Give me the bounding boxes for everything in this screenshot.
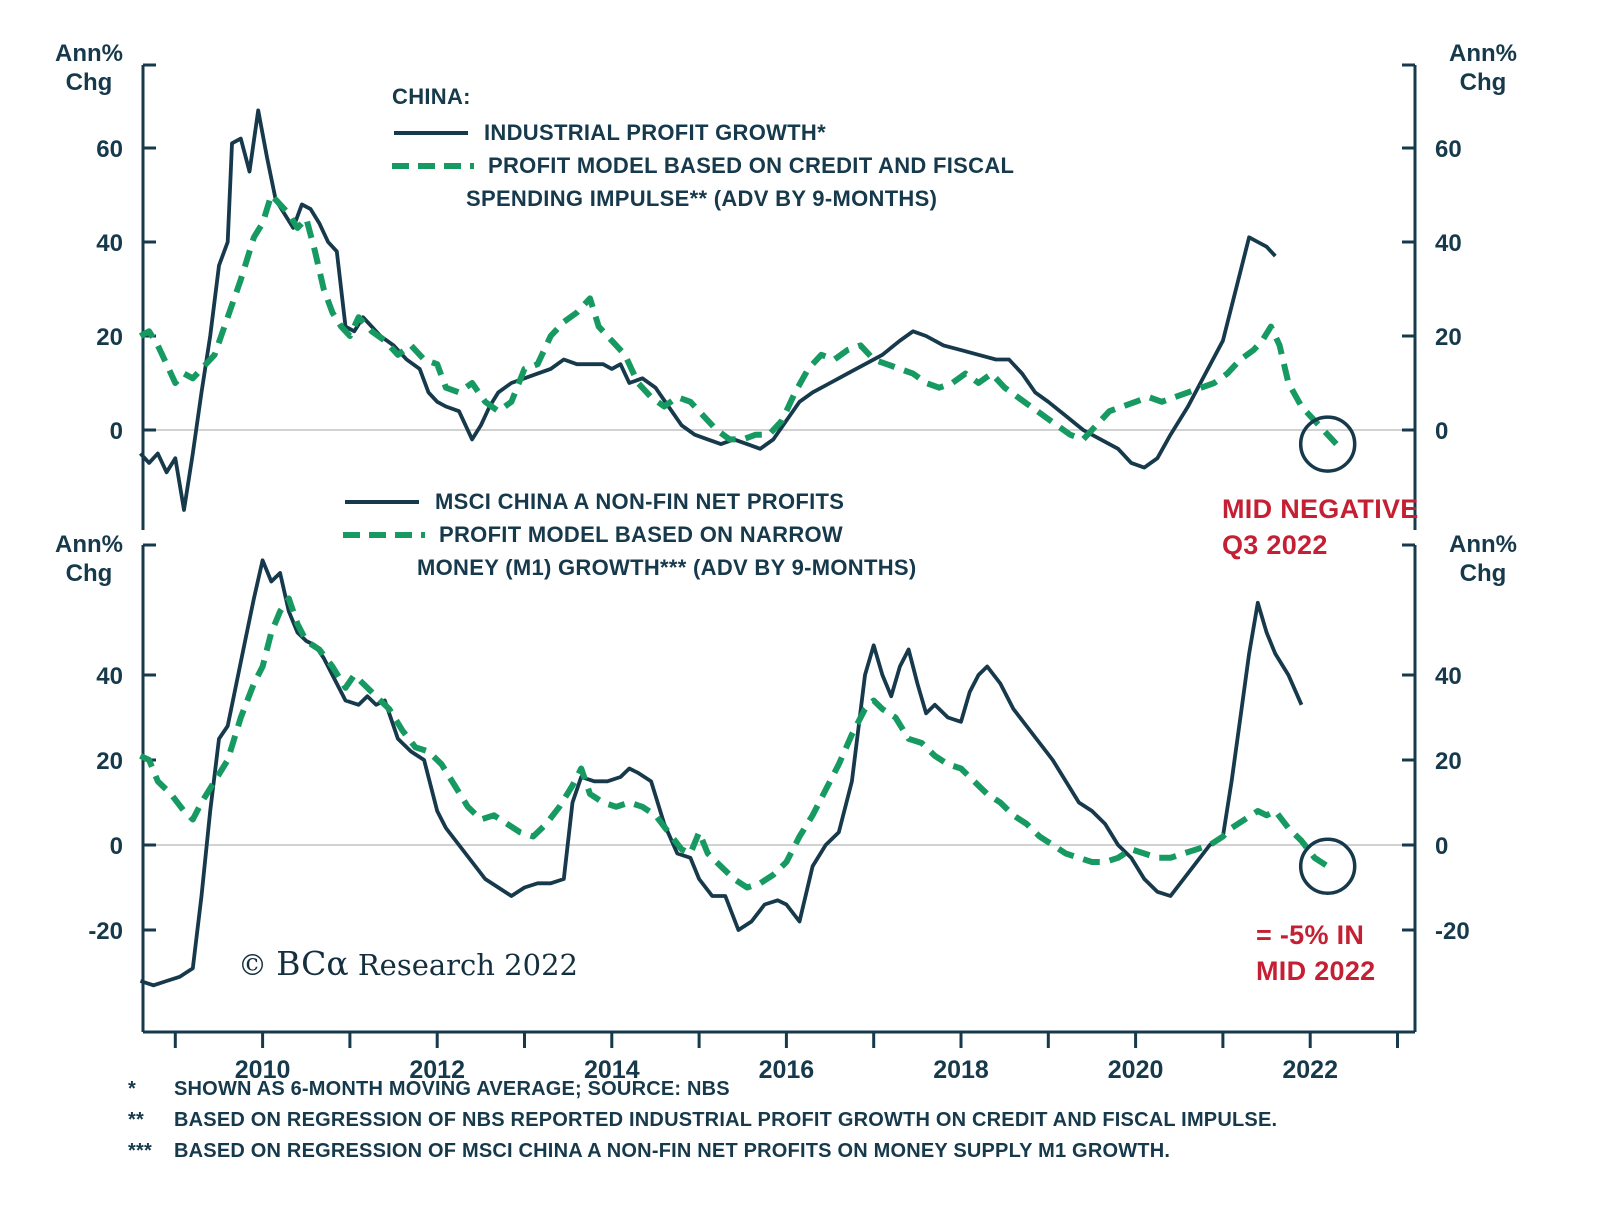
dashed-line-sample-icon: [392, 163, 474, 169]
legend-label: PROFIT MODEL BASED ON CREDIT AND FISCAL …: [466, 149, 1015, 215]
year-label: 2016: [759, 1056, 815, 1084]
solid-line-sample-icon: [345, 500, 419, 504]
bca-logo: BCα: [276, 944, 349, 983]
footnote-1: * SHOWN AS 6-MONTH MOVING AVERAGE; SOURC…: [128, 1078, 1277, 1101]
industrial-profit-growth-line: [139, 108, 1277, 512]
copyright-notice: © BCα Research 2022: [238, 944, 578, 983]
axis-unit-line1: Ann%: [55, 531, 123, 558]
legend-heading: CHINA:: [392, 84, 471, 109]
year-label: 2018: [933, 1056, 989, 1084]
annotation-line2: Q3 2022: [1222, 529, 1328, 560]
solid-line-sample-icon: [394, 131, 468, 135]
footnote-marker: **: [128, 1109, 144, 1131]
year-label: 2014: [584, 1056, 640, 1084]
copyright-text: Research 2022: [357, 948, 578, 982]
y-tick-label: 40: [96, 663, 123, 690]
axis-unit-line1: Ann%: [1449, 531, 1517, 558]
endpoint-circle: [1298, 415, 1357, 473]
mid-left-axis-unit-label: Ann% Chg: [50, 531, 128, 589]
y-tick-label: 20: [1435, 748, 1462, 775]
y-tick-label: 20: [1435, 324, 1462, 351]
y-tick-label: 60: [1435, 136, 1462, 163]
legend-label-line1: PROFIT MODEL BASED ON CREDIT AND FISCAL: [488, 153, 1015, 178]
y-tick-label: 0: [110, 418, 123, 445]
annotation-line1: MID NEGATIVE: [1222, 494, 1419, 524]
legend-label: INDUSTRIAL PROFIT GROWTH*: [484, 120, 826, 145]
top-left-axis-unit-label: Ann% Chg: [50, 40, 128, 98]
footnote-text: BASED ON REGRESSION OF MSCI CHINA A NON-…: [174, 1140, 1171, 1162]
legend-item-m1-model: PROFIT MODEL BASED ON NARROW MONEY (M1) …: [343, 518, 917, 584]
year-label: 2010: [235, 1056, 291, 1084]
footnote-2: ** BASED ON REGRESSION OF NBS REPORTED I…: [128, 1109, 1277, 1132]
footnotes: * SHOWN AS 6-MONTH MOVING AVERAGE; SOURC…: [128, 1078, 1277, 1171]
bottom-panel-legend: MSCI CHINA A NON-FIN NET PROFITS PROFIT …: [343, 485, 917, 584]
legend-item-industrial-profit: INDUSTRIAL PROFIT GROWTH*: [392, 116, 1014, 149]
legend-item-credit-fiscal-model: PROFIT MODEL BASED ON CREDIT AND FISCAL …: [392, 149, 1014, 215]
y-tick-label: 20: [96, 748, 123, 775]
legend-label: MSCI CHINA A NON-FIN NET PROFITS: [435, 489, 845, 514]
legend-label-line1: PROFIT MODEL BASED ON NARROW: [439, 522, 843, 547]
y-tick-label: -20: [88, 918, 123, 945]
annotation-line1: = -5% IN: [1256, 920, 1365, 950]
y-tick-label: 0: [1435, 833, 1448, 860]
axis-unit-line1: Ann%: [55, 40, 123, 67]
copyright-symbol: ©: [238, 948, 267, 982]
dashed-line-sample-icon: [343, 532, 425, 538]
legend-label: PROFIT MODEL BASED ON NARROW MONEY (M1) …: [417, 518, 917, 584]
axis-unit-line2: Chg: [65, 559, 113, 587]
msci-china-a-net-profits-line: [139, 558, 1304, 988]
credit-fiscal-impulse-model-line: [138, 192, 1339, 447]
legend-label-line2: SPENDING IMPULSE** (ADV BY 9-MONTHS): [466, 186, 938, 211]
y-tick-label: -20: [1435, 918, 1470, 945]
axis-unit-line2: Chg: [1459, 68, 1507, 96]
y-tick-label: 0: [110, 833, 123, 860]
y-tick-label: 60: [96, 136, 123, 163]
footnote-marker: *: [128, 1078, 136, 1100]
year-label: 2020: [1108, 1056, 1164, 1084]
y-tick-label: 40: [96, 230, 123, 257]
y-tick-label: 0: [1435, 418, 1448, 445]
y-tick-label: 40: [1435, 230, 1462, 257]
top-panel-annotation: MID NEGATIVE Q3 2022: [1222, 492, 1419, 564]
footnote-marker: ***: [128, 1140, 152, 1162]
year-label: 2012: [409, 1056, 465, 1084]
annotation-line2: MID 2022: [1256, 955, 1376, 986]
axis-unit-line2: Chg: [65, 68, 113, 96]
endpoint-circle: [1298, 837, 1357, 896]
axis-unit-line1: Ann%: [1449, 40, 1517, 67]
footnote-text: SHOWN AS 6-MONTH MOVING AVERAGE; SOURCE:…: [174, 1078, 730, 1100]
legend-label-line2: MONEY (M1) GROWTH*** (ADV BY 9-MONTHS): [417, 555, 917, 580]
top-panel-legend: CHINA: INDUSTRIAL PROFIT GROWTH* PROFIT …: [392, 84, 1014, 215]
y-tick-label: 40: [1435, 663, 1462, 690]
y-tick-label: 20: [96, 324, 123, 351]
top-right-axis-unit-label: Ann% Chg: [1444, 40, 1522, 98]
m1-growth-model-line: [139, 595, 1330, 891]
footnote-text: BASED ON REGRESSION OF NBS REPORTED INDU…: [174, 1109, 1278, 1131]
legend-item-msci-profits: MSCI CHINA A NON-FIN NET PROFITS: [343, 485, 917, 518]
axis-unit-line2: Chg: [1459, 559, 1507, 587]
mid-right-axis-unit-label: Ann% Chg: [1444, 531, 1522, 589]
bottom-panel-annotation: = -5% IN MID 2022: [1256, 918, 1375, 990]
footnote-3: *** BASED ON REGRESSION OF MSCI CHINA A …: [128, 1140, 1277, 1163]
year-label: 2022: [1282, 1056, 1338, 1084]
